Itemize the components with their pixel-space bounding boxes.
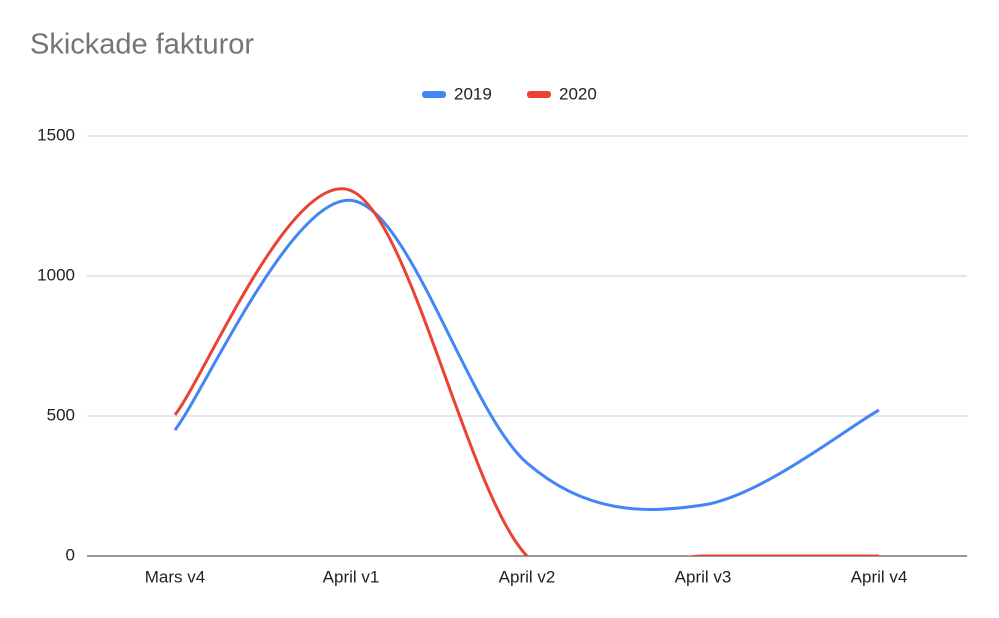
series-line <box>173 187 879 556</box>
series-line <box>173 198 880 511</box>
y-tick-label: 0 <box>66 545 75 564</box>
x-tick-label: April v1 <box>323 567 380 586</box>
y-tick-label: 500 <box>47 405 75 424</box>
legend-swatch <box>422 91 446 98</box>
legend-swatch <box>527 91 551 98</box>
x-tick-label: April v3 <box>675 567 732 586</box>
x-tick-label: April v4 <box>851 567 908 586</box>
legend-label: 2020 <box>559 84 597 103</box>
chart-title: Skickade fakturor <box>30 29 254 61</box>
x-tick-label: April v2 <box>499 567 556 586</box>
y-tick-label: 1000 <box>37 265 75 284</box>
x-tick-label: Mars v4 <box>145 567 205 586</box>
y-tick-label: 1500 <box>37 125 75 144</box>
legend-label: 2019 <box>454 84 492 103</box>
plot-area <box>173 187 880 556</box>
